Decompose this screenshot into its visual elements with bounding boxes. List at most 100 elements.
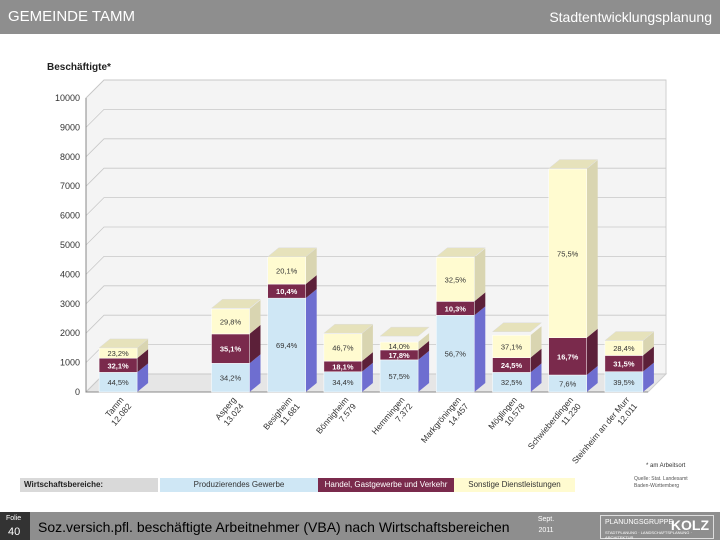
- bar-side: [361, 352, 373, 372]
- bar-top: [379, 326, 430, 337]
- bar-side: [530, 348, 542, 373]
- bar-segment: [548, 168, 587, 338]
- bar-percent-label: 18,1%: [332, 362, 354, 371]
- bar-side: [137, 363, 149, 392]
- date-box: Sept. 2011: [532, 514, 560, 538]
- bar-percent-label: 29,8%: [220, 317, 242, 326]
- bar-percent-label: 39,5%: [613, 378, 635, 387]
- x-tick-label: Besigheim11.681: [261, 395, 302, 438]
- bar-segment: [379, 359, 419, 393]
- header-bar: GEMEINDE TAMM Stadtentwicklungsplanung: [0, 0, 720, 34]
- bar-side: [361, 324, 373, 362]
- x-tick-label: Tamm12.082: [101, 395, 133, 428]
- bar-side: [249, 354, 261, 392]
- bar-percent-label: 56,7%: [445, 350, 467, 359]
- bar-percent-label: 23,2%: [107, 349, 129, 358]
- bar-top: [323, 323, 374, 334]
- logo-line-3: STADTPLANUNG · LANDSCHAFTSPLANUNG · ARCH…: [605, 530, 692, 540]
- bar-percent-label: 31,5%: [613, 360, 635, 369]
- bar-side: [474, 248, 486, 302]
- bar-side: [305, 247, 317, 285]
- y-tick-label: 5000: [60, 240, 80, 250]
- bar-side: [530, 363, 542, 392]
- x-tick-label: Markgröningen14.457: [419, 395, 471, 452]
- bar-top: [266, 247, 318, 258]
- bar-segment: [211, 308, 250, 335]
- slide-label: Folie: [6, 515, 22, 522]
- bar-percent-label: 75,5%: [557, 249, 579, 258]
- bar-side: [249, 299, 261, 334]
- bar-side: [530, 326, 542, 358]
- legend-heading: Wirtschaftsbereiche:: [20, 478, 158, 492]
- y-tick-label: 9000: [60, 122, 80, 132]
- logo-name: KOLZ: [670, 517, 709, 533]
- bar-side: [642, 331, 654, 356]
- bar-percent-label: 14,0%: [388, 342, 410, 351]
- x-tick-label: Hemmingen7.372: [370, 395, 415, 443]
- source-note: Quelle: Stat. Landesamt Baden-Württember…: [634, 476, 714, 490]
- bar-segment: [211, 363, 250, 393]
- bar-segment: [436, 257, 475, 302]
- date-month: Sept.: [537, 516, 555, 523]
- y-tick-label: 3000: [60, 299, 80, 309]
- bar-percent-label: 32,5%: [445, 275, 467, 284]
- bar-percent-label: 10,4%: [276, 287, 298, 296]
- chart-title: Beschäftigte*: [47, 62, 111, 73]
- legend: Wirtschaftsbereiche: Produzierendes Gewe…: [20, 478, 575, 492]
- bar-percent-label: 32,1%: [107, 361, 129, 370]
- gridline: [85, 226, 666, 246]
- bar-top: [98, 338, 149, 349]
- logo-line-1: PLANUNGSGRUPPE: [605, 519, 674, 526]
- bar-side: [249, 324, 261, 364]
- legend-sonstige: Sonstige Dienstleistungen: [454, 478, 575, 492]
- bar-percent-label: 16,7%: [557, 352, 579, 361]
- bar-side: [418, 340, 430, 360]
- bar-percent-label: 17,8%: [388, 351, 410, 360]
- bar-side: [474, 292, 486, 316]
- bar-percent-label: 34,2%: [220, 374, 242, 383]
- bar-side: [418, 333, 430, 350]
- gridline: [85, 167, 666, 187]
- y-tick-label: 4000: [60, 269, 80, 279]
- municipality-title: GEMEINDE TAMM: [8, 8, 135, 25]
- legend-produzierend: Produzierendes Gewerbe: [160, 478, 318, 492]
- bar-percent-label: 20,1%: [276, 266, 298, 275]
- bar-percent-label: 57,5%: [388, 372, 410, 381]
- gridline: [85, 79, 666, 99]
- date-year: 2011: [538, 527, 554, 534]
- department-title: Stadtentwicklungsplanung: [549, 9, 712, 25]
- legend-handel: Handel, Gastgewerbe und Verkehr: [318, 478, 454, 492]
- gridline: [85, 197, 666, 216]
- bar-segment: [604, 340, 644, 356]
- bar-side: [642, 362, 654, 392]
- stacked-bar-chart: 0 1000 2000 3000 4000 5000 6000 7000 8000 9000 100…: [55, 79, 668, 466]
- bar-segment: [548, 337, 587, 376]
- y-tick-label: 6000: [60, 211, 80, 221]
- x-tick-label: Möglingen10.578: [486, 395, 527, 438]
- bar-side: [586, 366, 598, 392]
- company-logo: PLANUNGSGRUPPE KOLZ STADTPLANUNG · LANDS…: [600, 515, 714, 540]
- bar-side: [305, 275, 317, 299]
- gridline: [85, 109, 666, 128]
- bar-segment: [436, 315, 475, 393]
- y-tick-label: 8000: [60, 152, 80, 162]
- slide-number-box: Folie 40: [0, 512, 30, 540]
- bar-percent-label: 46,7%: [332, 343, 354, 352]
- bar-side: [586, 328, 598, 376]
- bar-percent-label: 28,4%: [613, 344, 635, 353]
- bar-percent-label: 35,1%: [220, 345, 242, 354]
- bar-top: [604, 331, 655, 341]
- bar-segment: [267, 297, 306, 393]
- source-line-2: Baden-Württemberg: [634, 483, 680, 489]
- bar-side: [305, 289, 317, 392]
- x-tick-label: Bönnigheim7.579: [314, 395, 358, 442]
- bar-segment: [379, 341, 419, 351]
- bar-segment: [267, 256, 306, 285]
- bar-side: [137, 349, 149, 373]
- bar-percent-label: 7,6%: [559, 380, 576, 389]
- bar-top: [435, 247, 487, 258]
- bar-segment: [323, 333, 363, 362]
- bar-percent-label: 32,5%: [501, 378, 523, 387]
- slide-number: 40: [8, 526, 21, 538]
- footer-title: Soz.versich.pfl. beschäftigte Arbeitnehm…: [38, 519, 510, 535]
